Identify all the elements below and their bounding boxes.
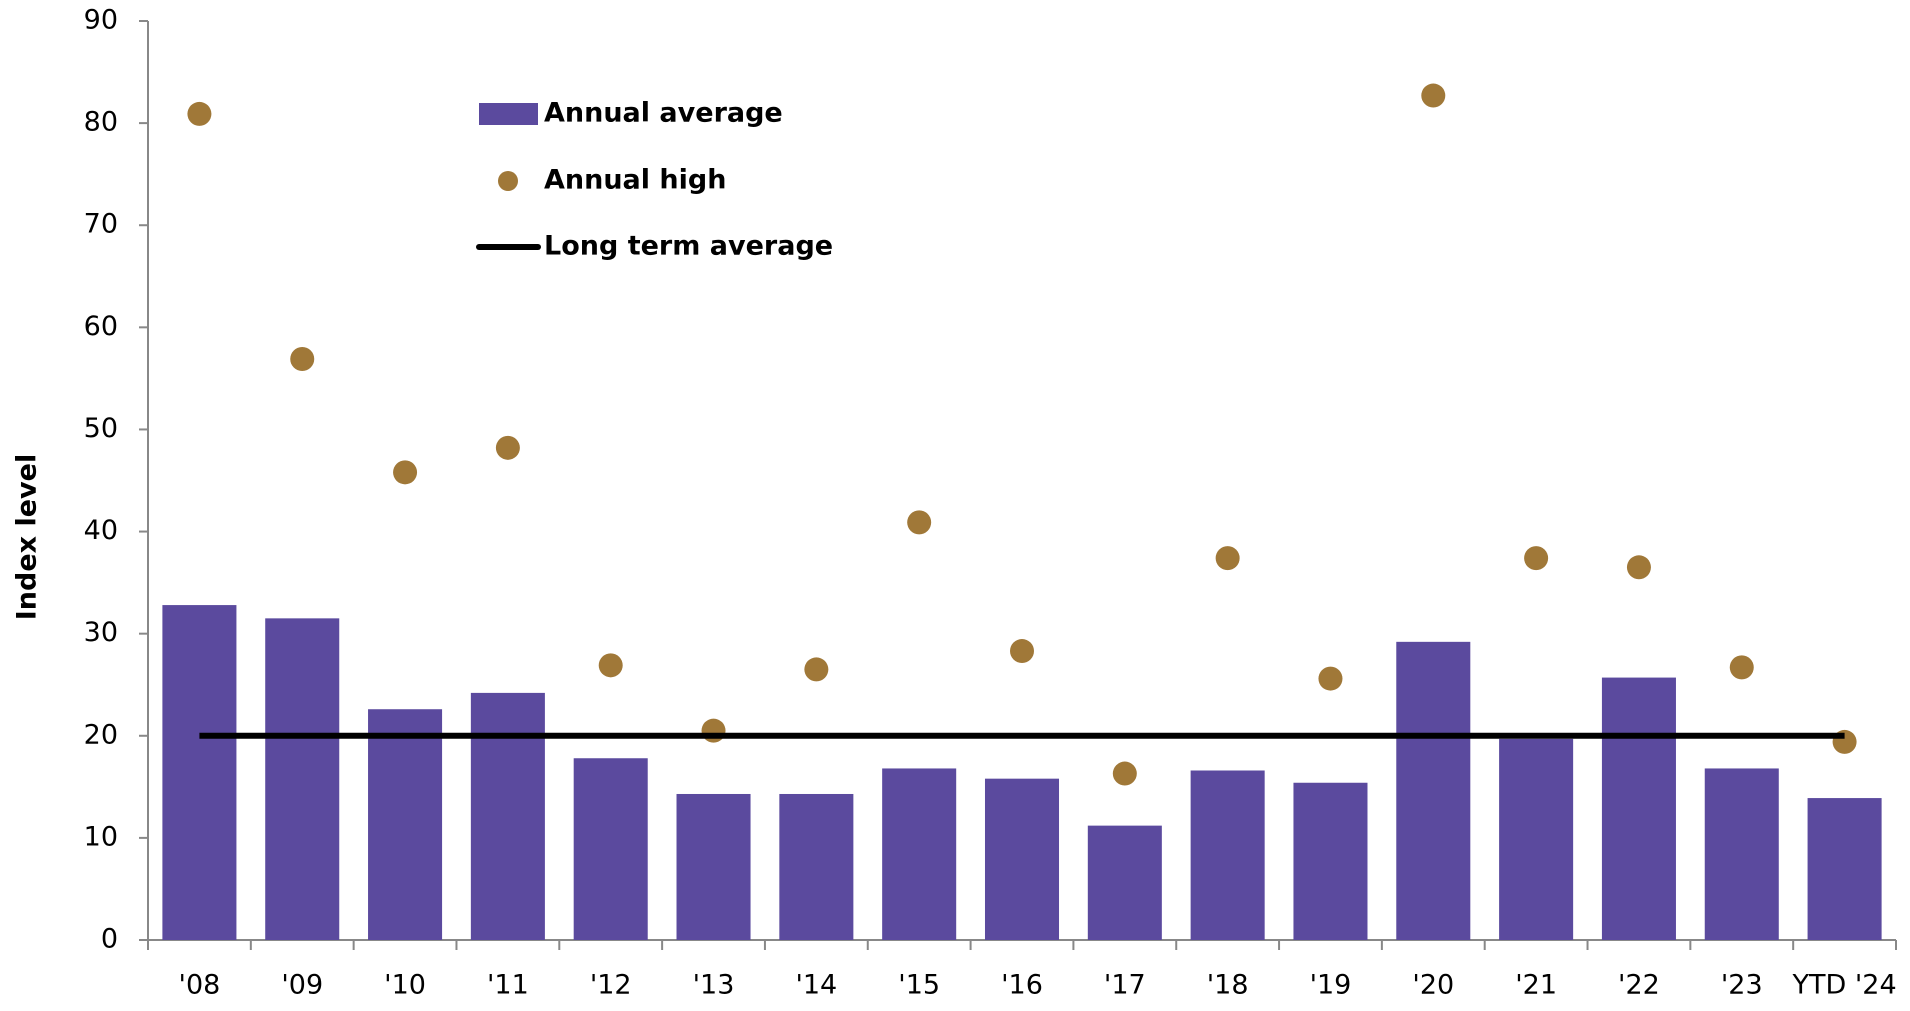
dot (1421, 83, 1446, 108)
x-tick-label: '16 (1001, 970, 1043, 1001)
dot (1318, 666, 1343, 691)
y-tick-label: 40 (84, 515, 118, 546)
legend-label: Long term average (544, 231, 833, 262)
legend-label: Annual average (544, 98, 783, 129)
dot (1729, 655, 1754, 680)
x-tick-label: '11 (487, 970, 529, 1001)
bar (779, 793, 854, 940)
dot (804, 657, 829, 682)
y-tick-label: 70 (84, 209, 118, 240)
dot (1112, 761, 1137, 786)
x-tick-label: YTD '24 (1792, 970, 1897, 1001)
x-tick-label: '19 (1310, 970, 1352, 1001)
bar (1293, 782, 1368, 940)
x-tick-label: '09 (281, 970, 323, 1001)
bar (1499, 738, 1574, 940)
bar (882, 768, 957, 940)
x-tick-label: '22 (1618, 970, 1660, 1001)
bar (573, 758, 648, 940)
bar (676, 793, 751, 940)
x-tick-label: '18 (1207, 970, 1249, 1001)
dot (495, 435, 520, 460)
y-tick-label: 60 (84, 311, 118, 342)
y-tick-label: 30 (84, 617, 118, 648)
dot (701, 718, 726, 743)
legend-swatch (479, 103, 538, 125)
x-tick-label: '17 (1104, 970, 1146, 1001)
y-tick-label: 10 (84, 821, 118, 852)
bar (1807, 798, 1882, 940)
bar (1601, 677, 1676, 940)
x-tick-label: '21 (1515, 970, 1557, 1001)
x-tick-label: '14 (795, 970, 837, 1001)
dot (290, 346, 315, 371)
bar (265, 618, 340, 940)
x-tick-label: '20 (1412, 970, 1454, 1001)
bar (162, 605, 237, 940)
bar (1396, 641, 1471, 940)
y-axis-title: Index level (12, 454, 43, 620)
x-tick-label: '10 (384, 970, 426, 1001)
dot (1215, 546, 1240, 571)
bar (368, 709, 443, 940)
bar (1190, 770, 1265, 940)
dot (1626, 555, 1651, 580)
bar (1704, 768, 1779, 940)
bar (470, 692, 545, 940)
y-tick-label: 80 (84, 107, 118, 138)
dot (907, 510, 932, 535)
x-tick-label: '23 (1721, 970, 1763, 1001)
dot (187, 101, 212, 126)
y-tick-label: 90 (84, 5, 118, 36)
bar (1087, 825, 1162, 940)
x-tick-label: '13 (693, 970, 735, 1001)
legend-swatch (498, 171, 518, 191)
bar (984, 778, 1060, 940)
y-tick-label: 50 (84, 413, 118, 444)
y-tick-label: 0 (101, 924, 118, 955)
y-tick-label: 20 (84, 719, 118, 750)
dot (1010, 639, 1034, 664)
legend-label: Annual high (544, 165, 726, 196)
dot (598, 653, 623, 678)
dot (393, 460, 418, 485)
x-tick-label: '15 (898, 970, 940, 1001)
x-tick-label: '08 (179, 970, 221, 1001)
dot (1524, 546, 1549, 571)
x-tick-label: '12 (590, 970, 632, 1001)
